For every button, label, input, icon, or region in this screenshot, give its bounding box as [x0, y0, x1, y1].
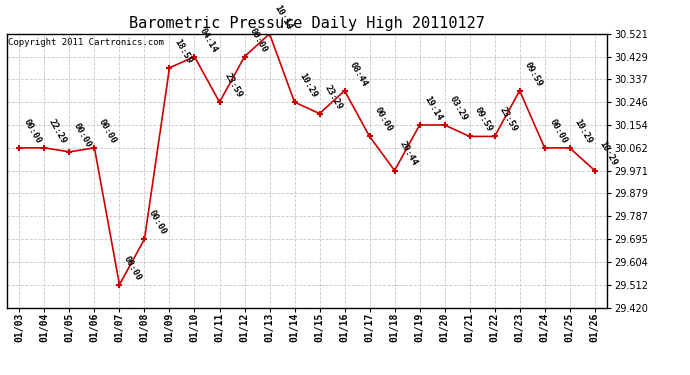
Text: 03:29: 03:29	[447, 94, 469, 122]
Text: 09:59: 09:59	[473, 106, 493, 134]
Text: 10:29: 10:29	[297, 72, 319, 99]
Text: 18:59: 18:59	[172, 37, 193, 65]
Text: 23:59: 23:59	[497, 106, 519, 134]
Text: 00:00: 00:00	[22, 117, 43, 145]
Text: Copyright 2011 Cartronics.com: Copyright 2011 Cartronics.com	[8, 38, 164, 47]
Text: 00:00: 00:00	[547, 117, 569, 145]
Text: 00:00: 00:00	[122, 254, 144, 282]
Text: 00:00: 00:00	[247, 26, 268, 54]
Text: 23:29: 23:29	[322, 83, 344, 111]
Text: 23:59: 23:59	[222, 72, 244, 99]
Text: 20:44: 20:44	[397, 140, 419, 168]
Text: 00:00: 00:00	[147, 209, 168, 236]
Text: 09:59: 09:59	[522, 60, 544, 88]
Text: 10:29: 10:29	[598, 140, 619, 168]
Text: 22:29: 22:29	[47, 117, 68, 145]
Text: 00:00: 00:00	[373, 106, 393, 134]
Text: 10:29: 10:29	[573, 117, 593, 145]
Text: 00:00: 00:00	[97, 117, 119, 145]
Text: 08:44: 08:44	[347, 60, 368, 88]
Title: Barometric Pressure Daily High 20110127: Barometric Pressure Daily High 20110127	[129, 16, 485, 31]
Text: 19:14: 19:14	[422, 94, 444, 122]
Text: 00:00: 00:00	[72, 121, 93, 149]
Text: 10:14: 10:14	[273, 3, 293, 31]
Text: 04:14: 04:14	[197, 26, 219, 54]
